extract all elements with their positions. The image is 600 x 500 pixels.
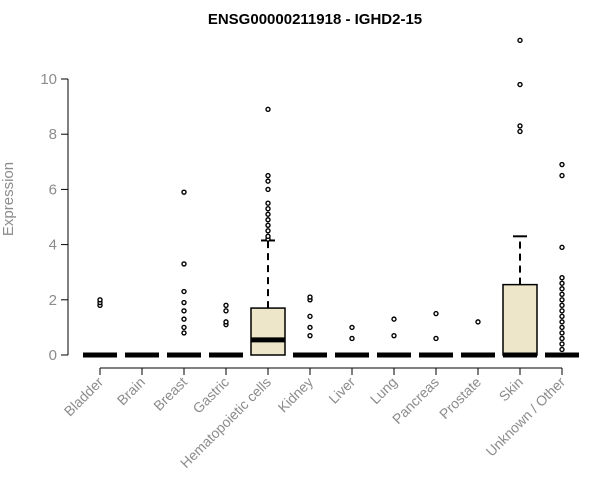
- outlier-point: [517, 81, 523, 88]
- outlier-point: [265, 217, 271, 223]
- x-tick-label: Skin: [496, 374, 527, 405]
- outlier-point: [349, 335, 355, 342]
- outlier-point: [475, 319, 481, 325]
- x-tick-label: Prostate: [436, 374, 484, 422]
- outlier-point: [559, 161, 565, 168]
- y-tick-label: 4: [49, 237, 57, 254]
- outlier-point: [307, 332, 313, 339]
- outlier-point: [181, 330, 187, 336]
- outlier-point: [517, 128, 523, 135]
- y-tick-label: 10: [40, 71, 57, 88]
- outlier-point: [223, 308, 229, 314]
- outlier-point: [265, 211, 271, 217]
- box-iqr: [502, 283, 538, 356]
- outlier-point: [559, 319, 565, 325]
- outlier-point: [559, 297, 565, 303]
- outlier-point: [559, 341, 565, 347]
- outlier-point: [559, 346, 565, 353]
- y-tick-label: 6: [49, 181, 57, 198]
- outlier-point: [559, 280, 565, 286]
- x-tick-label: Liver: [325, 374, 358, 407]
- x-tick-label: Breast: [150, 374, 190, 414]
- outlier-point: [559, 335, 565, 342]
- x-tick-label: Lung: [367, 374, 400, 407]
- outlier-point: [265, 206, 271, 212]
- outlier-point: [559, 324, 565, 331]
- outlier-point: [265, 222, 271, 228]
- outlier-point: [223, 302, 229, 309]
- outlier-point: [265, 233, 271, 240]
- outlier-point: [559, 244, 565, 251]
- outlier-point: [265, 106, 271, 113]
- outlier-point: [181, 324, 187, 331]
- outlier-point: [307, 313, 313, 320]
- y-axis-label: Expression: [0, 162, 17, 236]
- y-tick-label: 8: [49, 126, 57, 143]
- y-tick-label: 2: [49, 292, 57, 309]
- outlier-point: [517, 37, 523, 44]
- outlier-point: [181, 261, 187, 267]
- outlier-point: [265, 200, 271, 206]
- outlier-point: [265, 172, 271, 179]
- outlier-point: [433, 335, 439, 342]
- outlier-point: [307, 294, 313, 300]
- outlier-point: [265, 228, 271, 234]
- outlier-point: [181, 288, 187, 295]
- outlier-point: [223, 319, 229, 325]
- outlier-point: [181, 299, 187, 306]
- outlier-point: [391, 332, 397, 339]
- outlier-point: [307, 324, 313, 331]
- outlier-point: [181, 308, 187, 314]
- outlier-point: [559, 286, 565, 292]
- y-tick-label: 0: [49, 347, 57, 364]
- chart-title: ENSG00000211918 - IGHD2-15: [208, 11, 422, 28]
- x-tick-label: Pancreas: [389, 374, 442, 427]
- outlier-point: [559, 330, 565, 336]
- x-tick-label: Bladder: [61, 374, 107, 420]
- outlier-point: [181, 316, 187, 322]
- outlier-point: [559, 302, 565, 309]
- outlier-point: [97, 297, 103, 303]
- outlier-point: [181, 189, 187, 195]
- outlier-point: [265, 186, 271, 193]
- outlier-point: [517, 123, 523, 129]
- x-tick-label: Unknown / Other: [483, 374, 569, 460]
- outlier-point: [349, 324, 355, 331]
- outlier-point: [391, 316, 397, 322]
- x-tick-label: Brain: [114, 374, 148, 408]
- outlier-point: [559, 308, 565, 314]
- outlier-point: [433, 310, 439, 317]
- outlier-point: [265, 178, 271, 184]
- outlier-point: [559, 291, 565, 297]
- outlier-point: [559, 275, 565, 281]
- outlier-point: [559, 313, 565, 320]
- x-tick-label: Kidney: [275, 374, 317, 416]
- outlier-point: [559, 172, 565, 179]
- box-iqr: [250, 307, 286, 356]
